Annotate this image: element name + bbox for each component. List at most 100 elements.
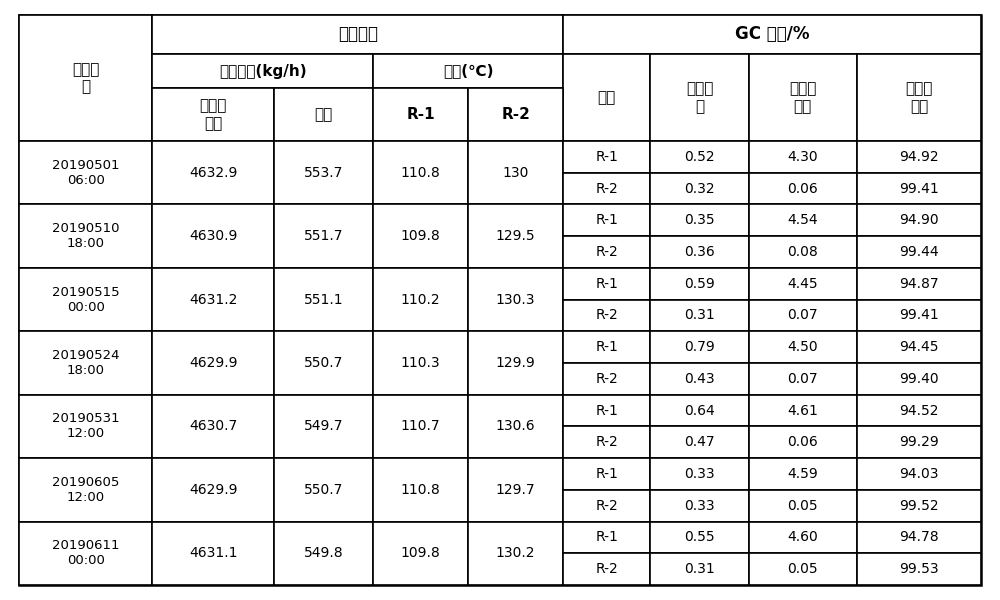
Bar [563, 553, 650, 585]
Bar [749, 490, 857, 521]
Bar [19, 141, 152, 205]
Bar [650, 521, 749, 553]
Text: 十二内
酰胺: 十二内 酰胺 [905, 81, 933, 113]
Text: 0.35: 0.35 [684, 213, 715, 227]
Bar [19, 521, 152, 585]
Text: 4.50: 4.50 [788, 340, 818, 354]
Text: 110.8: 110.8 [401, 483, 440, 497]
Bar [857, 395, 981, 427]
Bar [373, 521, 468, 585]
Text: 20190524
18:00: 20190524 18:00 [52, 349, 119, 377]
Text: 4.30: 4.30 [788, 150, 818, 164]
Text: 0.08: 0.08 [787, 245, 818, 259]
Bar [857, 173, 981, 205]
Bar [19, 331, 152, 395]
Text: 位号: 位号 [598, 90, 616, 105]
Text: 94.92: 94.92 [899, 150, 939, 164]
Bar [650, 490, 749, 521]
Text: 129.7: 129.7 [496, 483, 535, 497]
Bar [857, 553, 981, 585]
Text: 130.3: 130.3 [496, 293, 535, 307]
Text: 0.07: 0.07 [788, 308, 818, 322]
Bar [563, 395, 650, 427]
Bar [274, 141, 373, 205]
Text: 0.07: 0.07 [788, 372, 818, 386]
Bar [650, 299, 749, 331]
Bar [468, 205, 563, 268]
Text: 550.7: 550.7 [304, 356, 343, 370]
Bar [274, 521, 373, 585]
Text: R-1: R-1 [595, 213, 618, 227]
Text: 0.06: 0.06 [787, 435, 818, 449]
Bar [152, 88, 274, 141]
Text: R-2: R-2 [595, 372, 618, 386]
Text: 4630.7: 4630.7 [189, 419, 237, 433]
Text: 0.31: 0.31 [684, 562, 715, 576]
Text: 549.8: 549.8 [304, 546, 343, 560]
Bar [274, 205, 373, 268]
Bar [563, 299, 650, 331]
Bar [749, 54, 857, 141]
Bar [650, 141, 749, 173]
Text: 99.41: 99.41 [899, 308, 939, 322]
Bar [857, 236, 981, 268]
Text: 94.87: 94.87 [899, 277, 939, 291]
Bar [749, 173, 857, 205]
Text: R-2: R-2 [595, 499, 618, 513]
Bar [857, 521, 981, 553]
Bar [749, 141, 857, 173]
Bar [563, 141, 650, 173]
Text: 550.7: 550.7 [304, 483, 343, 497]
Text: 4.54: 4.54 [788, 213, 818, 227]
Text: 4.59: 4.59 [787, 467, 818, 481]
Bar [152, 521, 274, 585]
Text: 0.47: 0.47 [684, 435, 715, 449]
Bar [650, 331, 749, 363]
Bar [274, 88, 373, 141]
Bar [749, 553, 857, 585]
Text: 20190510
18:00: 20190510 18:00 [52, 222, 119, 250]
Text: 环十二
酮: 环十二 酮 [686, 81, 713, 113]
Text: 99.44: 99.44 [899, 245, 939, 259]
Text: R-1: R-1 [406, 107, 435, 122]
Bar [468, 458, 563, 521]
Bar [749, 363, 857, 395]
Bar [857, 299, 981, 331]
Text: 130.2: 130.2 [496, 546, 535, 560]
Text: 4.60: 4.60 [787, 530, 818, 544]
Bar [857, 54, 981, 141]
Text: 99.40: 99.40 [899, 372, 939, 386]
Bar [650, 54, 749, 141]
Text: R-1: R-1 [595, 340, 618, 354]
Bar [563, 427, 650, 458]
Text: R-1: R-1 [595, 404, 618, 418]
Bar [857, 331, 981, 363]
Bar [373, 458, 468, 521]
Bar [19, 268, 152, 331]
Bar [563, 268, 650, 299]
Bar [857, 427, 981, 458]
Bar [563, 15, 981, 54]
Bar [857, 490, 981, 521]
Text: 129.5: 129.5 [496, 229, 535, 243]
Bar [857, 205, 981, 236]
Bar [373, 88, 468, 141]
Bar [749, 521, 857, 553]
Text: R-1: R-1 [595, 150, 618, 164]
Text: 0.43: 0.43 [684, 372, 715, 386]
Text: GC 含量/%: GC 含量/% [735, 25, 809, 43]
Text: 94.52: 94.52 [899, 404, 939, 418]
Text: 取样时
间: 取样时 间 [72, 62, 99, 94]
Bar [749, 395, 857, 427]
Bar [563, 521, 650, 553]
Bar [857, 363, 981, 395]
Bar [152, 395, 274, 458]
Text: 99.41: 99.41 [899, 182, 939, 196]
Text: R-1: R-1 [595, 467, 618, 481]
Bar [749, 299, 857, 331]
Bar [650, 236, 749, 268]
Text: 20190611
00:00: 20190611 00:00 [52, 539, 119, 567]
Text: 110.7: 110.7 [401, 419, 440, 433]
Text: 环十二
酮肟: 环十二 酮肟 [789, 81, 817, 113]
Text: 0.06: 0.06 [787, 182, 818, 196]
